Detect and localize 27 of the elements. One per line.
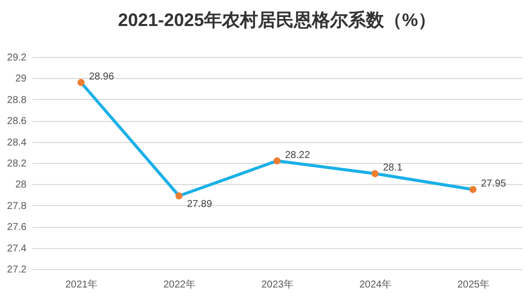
y-tick-label: 28.8 xyxy=(7,94,27,106)
point xyxy=(273,157,281,164)
y-tick-label: 28.6 xyxy=(7,116,27,128)
data-label: 28.1 xyxy=(383,162,403,174)
y-tick-label: 27.8 xyxy=(7,200,27,212)
y-tick-label: 27.2 xyxy=(7,264,27,276)
point xyxy=(469,186,477,194)
data-label: 28.96 xyxy=(89,71,114,82)
y-tick-label: 27.6 xyxy=(7,222,27,234)
y-tick-label: 29.2 xyxy=(7,52,27,64)
y-tick-label: 27.4 xyxy=(7,243,27,254)
y-tick-label: 28.2 xyxy=(7,158,27,170)
y-tick-label: 28 xyxy=(15,180,27,191)
x-tick-label: 2024年 xyxy=(359,278,392,290)
x-tick-label: 2022年 xyxy=(163,278,196,290)
x-tick-label: 2025年 xyxy=(457,278,490,290)
y-tick-label: 28.4 xyxy=(7,137,27,148)
point xyxy=(175,192,183,200)
point xyxy=(77,78,85,86)
data-label: 27.89 xyxy=(187,198,212,210)
data-label: 27.95 xyxy=(481,178,506,190)
chart-title: 2021-2025年农村居民恩格尔系数（%） xyxy=(118,10,436,30)
x-tick-label: 2023年 xyxy=(261,278,294,290)
y-tick-label: 29 xyxy=(15,74,27,85)
data-label: 28.22 xyxy=(285,150,310,161)
point xyxy=(371,170,379,178)
x-tick-label: 2021年 xyxy=(65,278,98,290)
